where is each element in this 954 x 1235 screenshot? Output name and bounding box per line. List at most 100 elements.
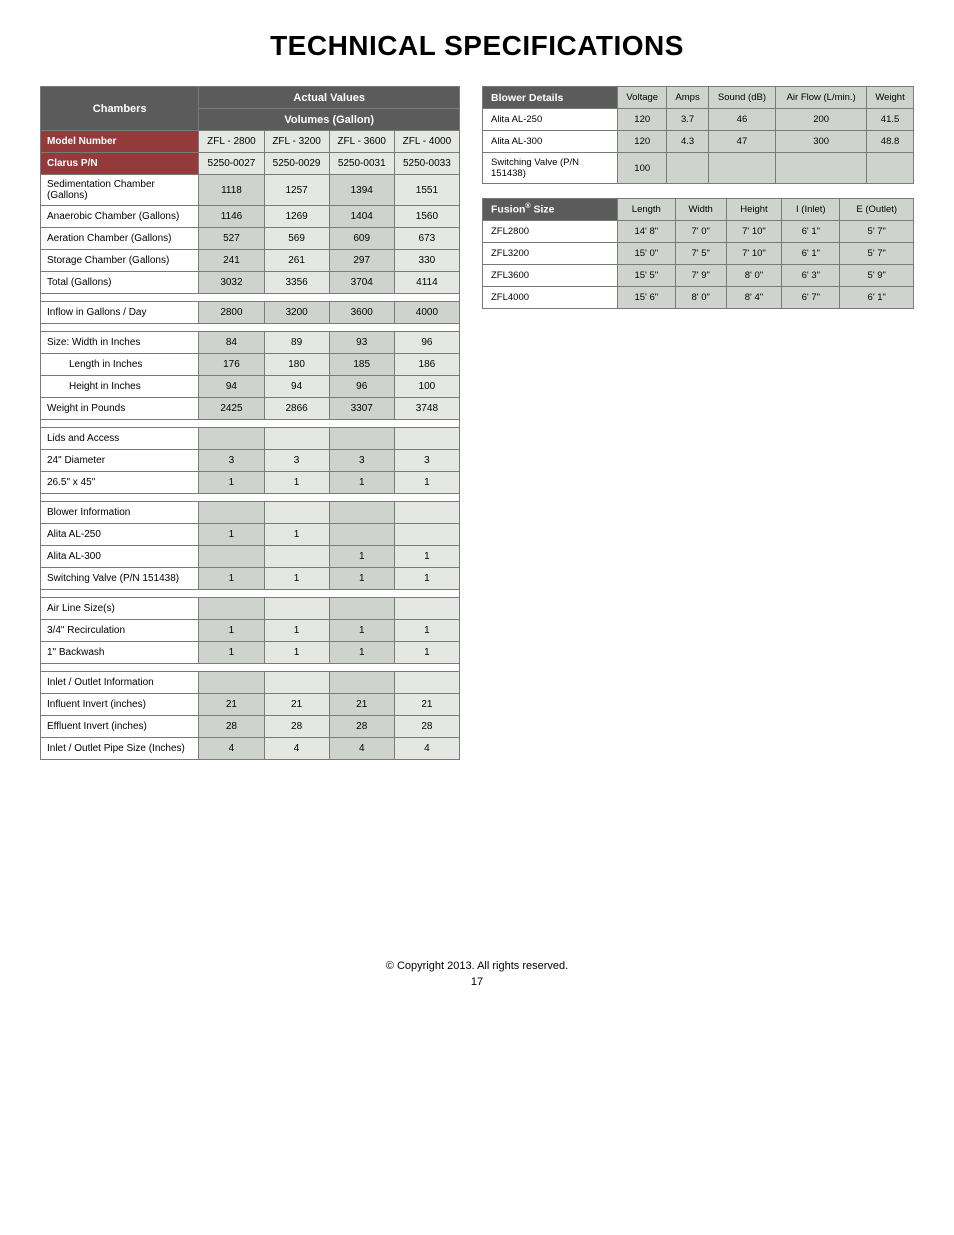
clarus-cell: 5250-0033: [394, 153, 459, 175]
value-cell: 7' 5": [675, 243, 726, 265]
col-header: Height: [726, 199, 781, 221]
value-cell: 1: [394, 472, 459, 494]
row-label: ZFL4000: [483, 287, 618, 309]
empty-cell: [199, 502, 264, 524]
value-cell: 6' 7": [782, 287, 840, 309]
empty-cell: [199, 598, 264, 620]
row-label: Anaerobic Chamber (Gallons): [41, 206, 199, 228]
empty-cell: [394, 502, 459, 524]
value-cell: 8' 0": [675, 287, 726, 309]
value-cell: 5' 7": [840, 221, 914, 243]
col-header: Length: [618, 199, 676, 221]
value-cell: 4.3: [667, 131, 708, 153]
value-cell: 93: [329, 332, 394, 354]
value-cell: 47: [708, 131, 776, 153]
value-cell: 21: [329, 694, 394, 716]
value-cell: 1: [329, 472, 394, 494]
value-cell: 1: [329, 642, 394, 664]
empty-cell: [394, 598, 459, 620]
value-cell: 1: [394, 568, 459, 590]
empty-cell: [199, 672, 264, 694]
value-cell: 41.5: [867, 109, 914, 131]
col-header: Sound (dB): [708, 87, 776, 109]
empty-cell: [329, 428, 394, 450]
value-cell: 527: [199, 228, 264, 250]
value-cell: 176: [199, 354, 264, 376]
value-cell: 3704: [329, 272, 394, 294]
empty-cell: [329, 502, 394, 524]
empty-cell: [329, 598, 394, 620]
clarus-pn-label: Clarus P/N: [41, 153, 199, 175]
value-cell: 1394: [329, 175, 394, 206]
value-cell: 1551: [394, 175, 459, 206]
value-cell: 1118: [199, 175, 264, 206]
value-cell: [199, 546, 264, 568]
value-cell: 21: [199, 694, 264, 716]
col-header: Width: [675, 199, 726, 221]
row-label: Effluent Invert (inches): [41, 716, 199, 738]
empty-cell: [264, 598, 329, 620]
value-cell: 1146: [199, 206, 264, 228]
value-cell: 1: [329, 546, 394, 568]
value-cell: 1: [264, 524, 329, 546]
row-label: ZFL3200: [483, 243, 618, 265]
empty-cell: [394, 428, 459, 450]
inflow-cell: 3600: [329, 302, 394, 324]
value-cell: 3032: [199, 272, 264, 294]
col-header: Air Flow (L/min.): [776, 87, 867, 109]
row-label: Length in Inches: [41, 354, 199, 376]
value-cell: 4: [264, 738, 329, 760]
model-cell: ZFL - 2800: [199, 131, 264, 153]
row-label: Switching Valve (P/N 151438): [41, 568, 199, 590]
inflow-label: Inflow in Gallons / Day: [41, 302, 199, 324]
value-cell: 28: [199, 716, 264, 738]
col-header: Amps: [667, 87, 708, 109]
page-title: TECHNICAL SPECIFICATIONS: [40, 30, 914, 62]
value-cell: 89: [264, 332, 329, 354]
clarus-cell: 5250-0027: [199, 153, 264, 175]
row-label: Total (Gallons): [41, 272, 199, 294]
empty-cell: [394, 672, 459, 694]
inflow-cell: 3200: [264, 302, 329, 324]
row-label: Height in Inches: [41, 376, 199, 398]
value-cell: 48.8: [867, 131, 914, 153]
value-cell: 2425: [199, 398, 264, 420]
value-cell: 1: [199, 642, 264, 664]
value-cell: 3356: [264, 272, 329, 294]
value-cell: 3: [199, 450, 264, 472]
row-label: Inlet / Outlet Pipe Size (Inches): [41, 738, 199, 760]
value-cell: 15' 5": [618, 265, 676, 287]
value-cell: 28: [329, 716, 394, 738]
value-cell: 1: [329, 568, 394, 590]
value-cell: 120: [618, 131, 667, 153]
value-cell: 120: [618, 109, 667, 131]
value-cell: 609: [329, 228, 394, 250]
value-cell: 297: [329, 250, 394, 272]
value-cell: 1404: [329, 206, 394, 228]
inflow-cell: 4000: [394, 302, 459, 324]
row-label: Aeration Chamber (Gallons): [41, 228, 199, 250]
value-cell: 6' 1": [840, 287, 914, 309]
value-cell: 300: [776, 131, 867, 153]
value-cell: 241: [199, 250, 264, 272]
value-cell: 673: [394, 228, 459, 250]
value-cell: 5' 9": [840, 265, 914, 287]
value-cell: 21: [264, 694, 329, 716]
value-cell: 3: [394, 450, 459, 472]
col-header: I (Inlet): [782, 199, 840, 221]
inflow-cell: 2800: [199, 302, 264, 324]
value-cell: 186: [394, 354, 459, 376]
value-cell: 4114: [394, 272, 459, 294]
chambers-header: Chambers: [41, 87, 199, 131]
value-cell: [329, 524, 394, 546]
clarus-cell: 5250-0031: [329, 153, 394, 175]
value-cell: [667, 153, 708, 184]
row-label: Sedimentation Chamber (Gallons): [41, 175, 199, 206]
value-cell: 1: [394, 642, 459, 664]
row-label: Weight in Pounds: [41, 398, 199, 420]
model-cell: ZFL - 3600: [329, 131, 394, 153]
value-cell: 1: [394, 546, 459, 568]
value-cell: 14' 8": [618, 221, 676, 243]
value-cell: [264, 546, 329, 568]
value-cell: 1257: [264, 175, 329, 206]
